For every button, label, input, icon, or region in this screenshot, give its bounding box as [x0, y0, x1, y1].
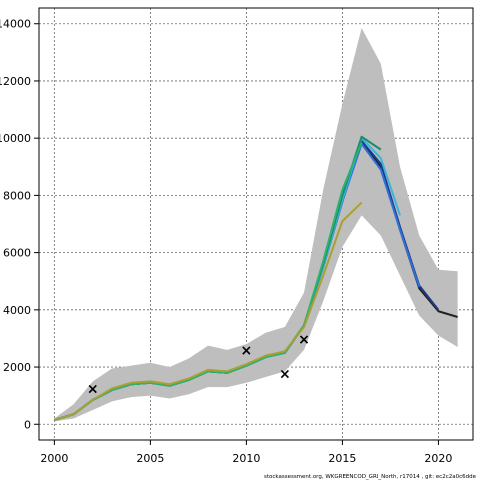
- y-tick-label: 4000: [3, 304, 31, 317]
- x-tick-label: 2000: [40, 452, 68, 465]
- observation-marker: ×: [298, 332, 310, 348]
- confidence-band-layer: [54, 28, 458, 422]
- x-tick-label: 2015: [328, 452, 356, 465]
- y-tick-label: 2000: [3, 361, 31, 374]
- x-axis: 2000 2005 2010 2015 2020: [40, 440, 452, 465]
- y-tick-label: 14000: [0, 18, 31, 31]
- y-tick-label: 6000: [3, 247, 31, 260]
- plot-frame: [38, 7, 474, 441]
- marker-layer: × × × ×: [87, 332, 310, 397]
- x-tick-label: 2005: [136, 452, 164, 465]
- observation-marker: ×: [279, 366, 291, 382]
- series-line-7: [54, 201, 363, 421]
- y-tick-label: 8000: [3, 189, 31, 202]
- footer-credit: stockassessment.org, WKGREENCOD_GRI_Nort…: [264, 474, 477, 480]
- y-tick-label: 10000: [0, 132, 31, 145]
- y-tick-label: 0: [24, 418, 31, 431]
- x-tick-label: 2010: [232, 452, 260, 465]
- series-layer: [54, 135, 458, 421]
- confidence-band: [54, 28, 458, 422]
- x-tick-label: 2020: [424, 452, 452, 465]
- y-tick-label: 12000: [0, 75, 31, 88]
- y-axis: 0 2000 4000 6000 8000 10000 12000 14000: [0, 18, 39, 431]
- observation-marker: ×: [241, 343, 253, 359]
- observation-marker: ×: [87, 382, 99, 398]
